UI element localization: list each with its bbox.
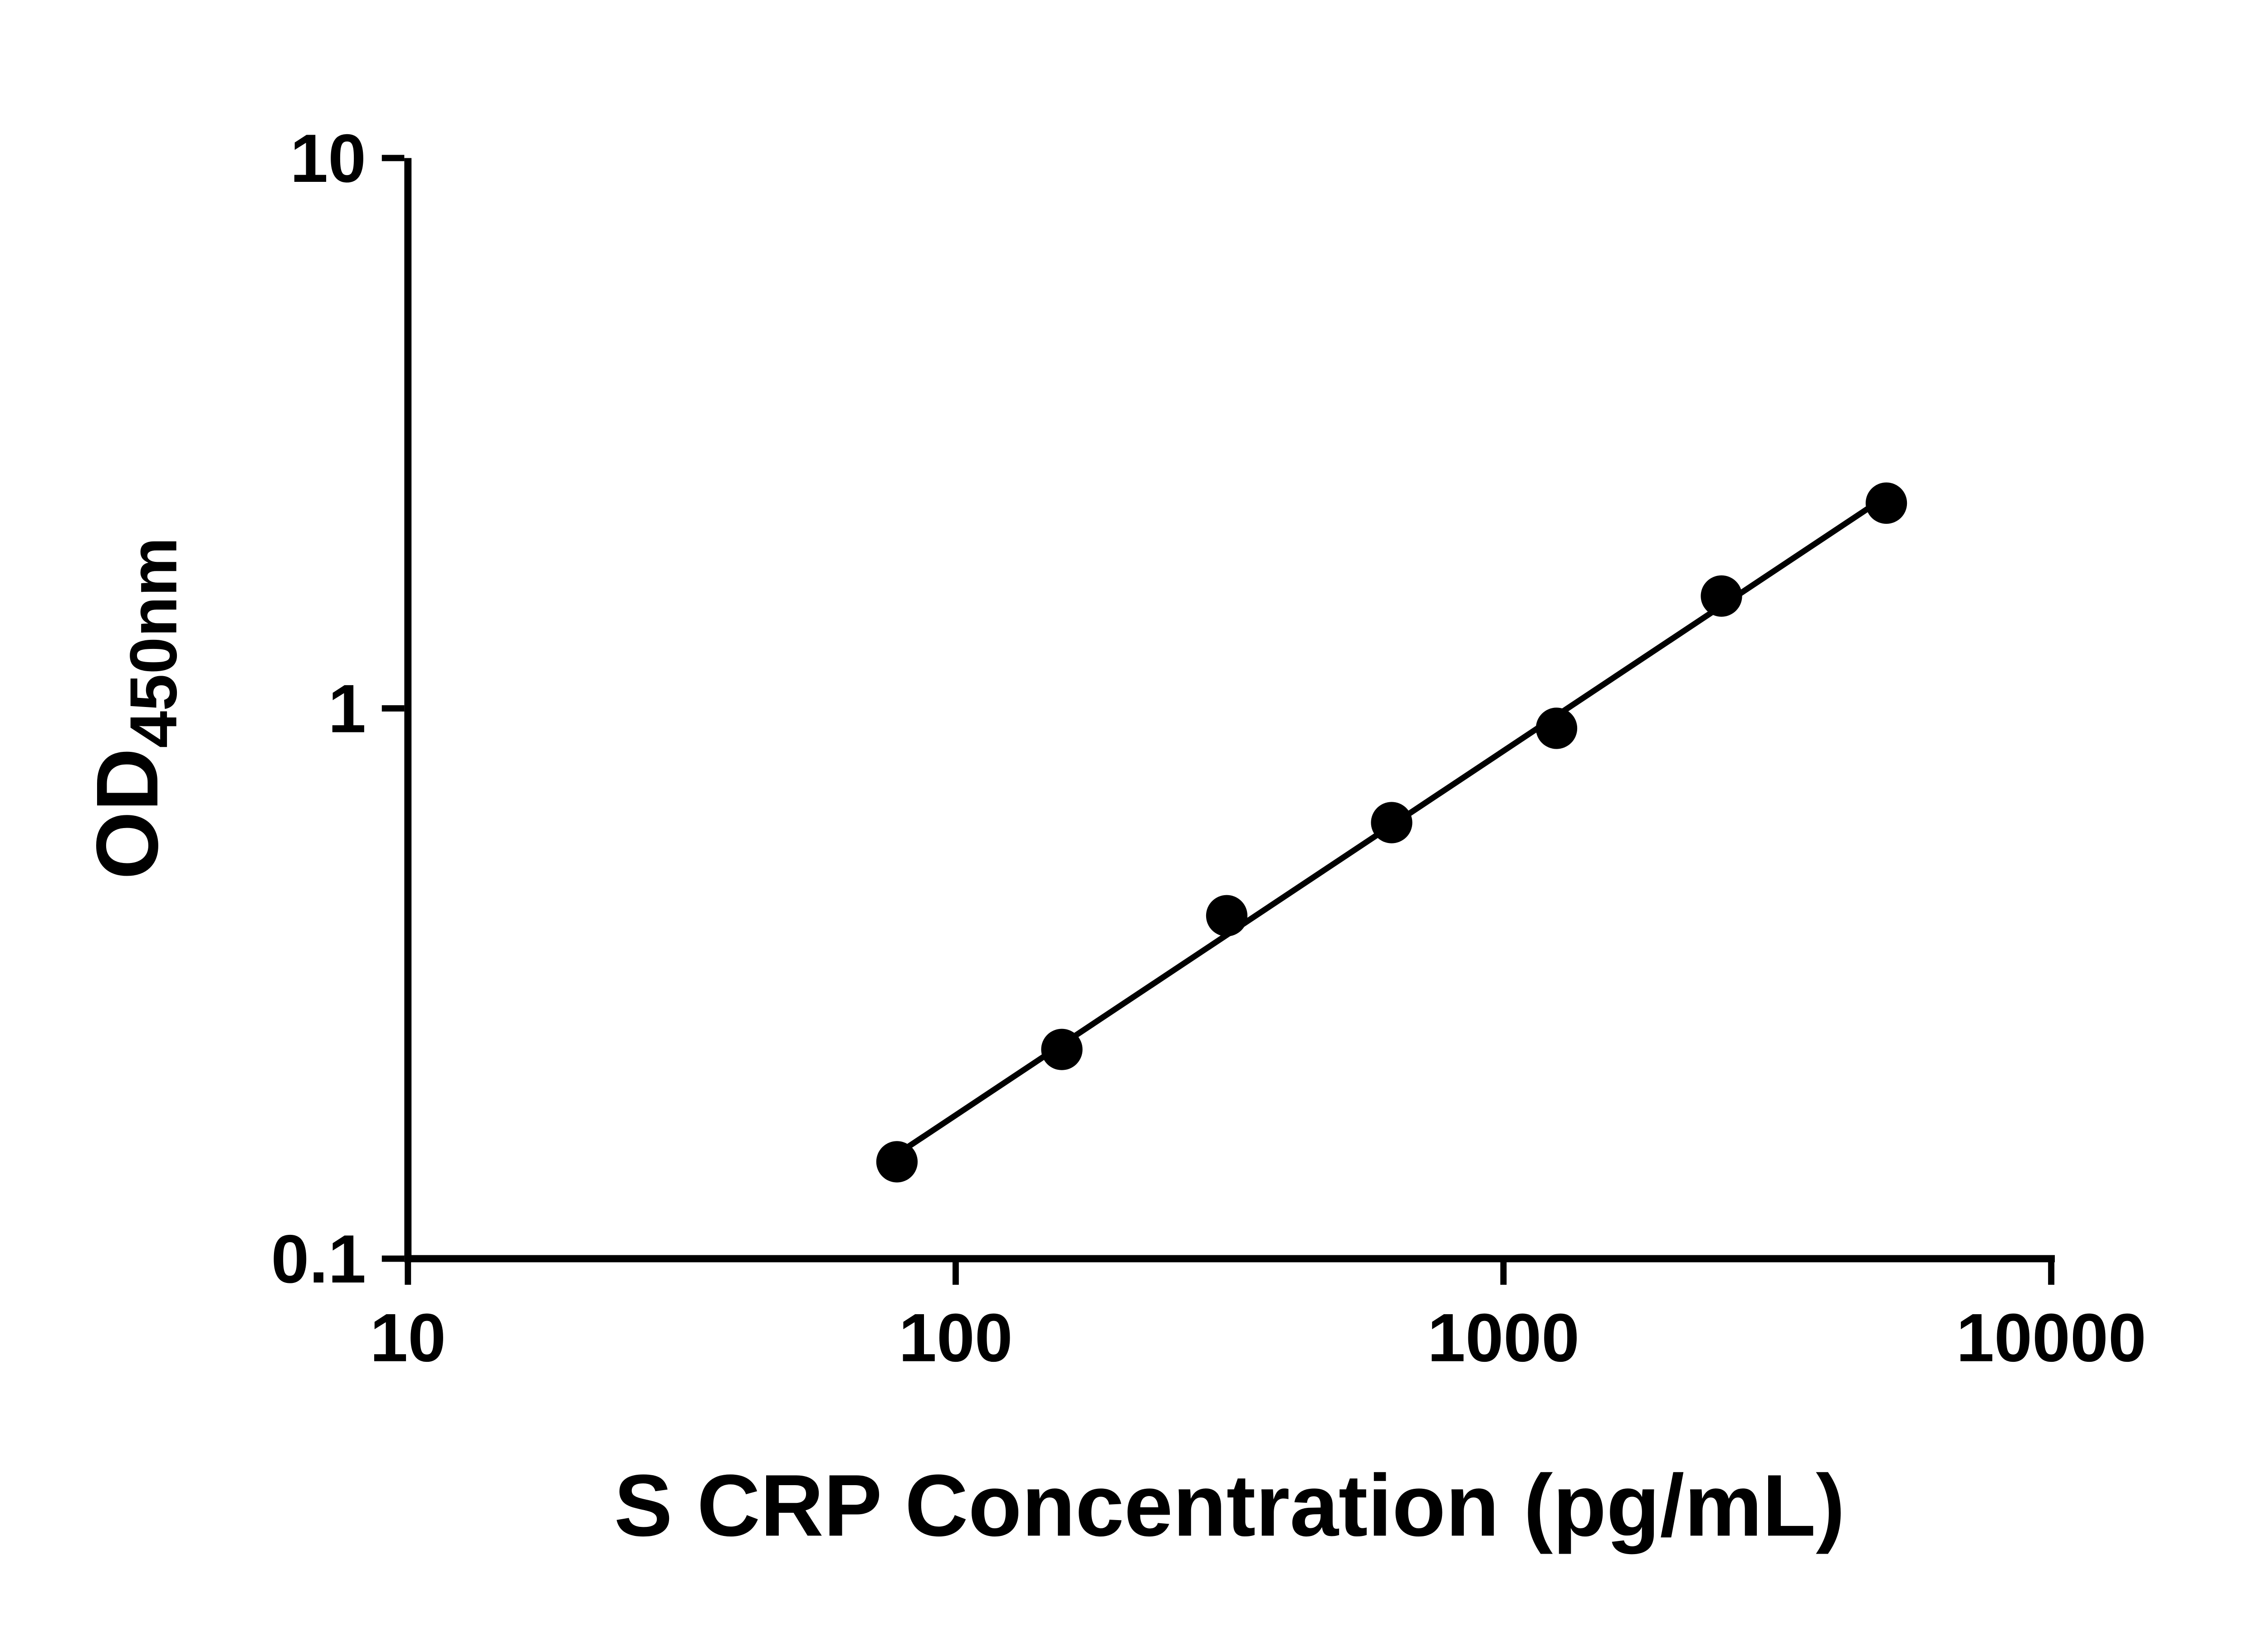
x-axis-tick-label: 100 bbox=[899, 1300, 1012, 1376]
x-axis-tick-label: 10 bbox=[370, 1300, 446, 1376]
x-axis-title: S CRP Concentration (pg/mL) bbox=[614, 1456, 1845, 1554]
data-point bbox=[1865, 482, 1907, 524]
y-axis-tick-label: 10 bbox=[290, 120, 366, 196]
data-point bbox=[876, 1141, 918, 1183]
x-axis-tick-label: 1000 bbox=[1427, 1300, 1579, 1376]
y-axis-title-subscript: 450nm bbox=[117, 537, 191, 748]
data-point bbox=[1535, 707, 1578, 749]
data-point bbox=[1041, 1029, 1083, 1070]
y-axis-tick-label: 1 bbox=[328, 671, 366, 747]
data-point bbox=[1701, 575, 1742, 617]
y-axis-title-main: OD bbox=[78, 748, 176, 879]
data-point bbox=[1206, 895, 1248, 936]
x-axis-tick-label: 10000 bbox=[1956, 1300, 2146, 1376]
y-axis-title: OD450nm bbox=[78, 537, 191, 880]
data-point bbox=[1371, 802, 1413, 843]
y-axis-tick-label: 0.1 bbox=[271, 1221, 366, 1297]
